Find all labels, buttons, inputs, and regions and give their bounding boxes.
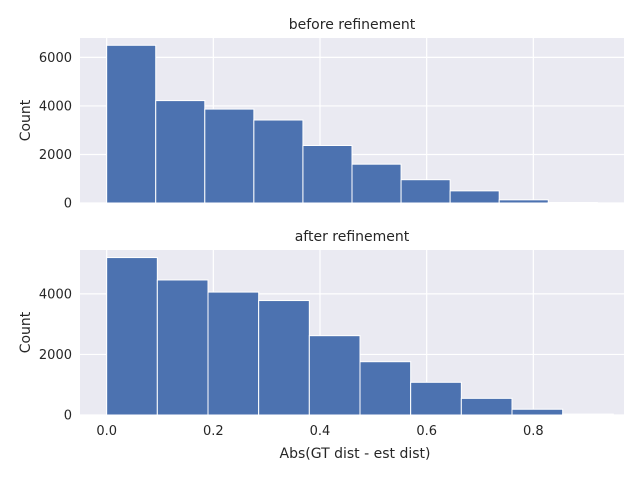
ytick-label-before-2: 4000 (39, 99, 72, 114)
bar-before-6 (400, 179, 451, 204)
axes-after-xlabel: Abs(GT dist - est dist) (280, 446, 431, 462)
bar-after-5 (359, 361, 412, 416)
bar-before-1 (155, 100, 206, 204)
axes-before-title: before refinement (289, 17, 416, 33)
xtick-label-after-4: 0.8 (523, 424, 544, 439)
bar-before-0 (106, 44, 157, 204)
xtick-label-after-2: 0.4 (310, 424, 331, 439)
bar-after-7 (460, 397, 513, 416)
axes-after-xticks: 0.0 0.2 0.4 0.6 0.8 (96, 424, 543, 439)
bar-before-3 (253, 119, 304, 204)
bar-after-9 (562, 413, 614, 416)
axes-after-ylabel: Count (18, 311, 34, 353)
bar-before-2 (204, 108, 255, 204)
bar-before-7 (449, 190, 500, 204)
axes-after-title: after refinement (295, 229, 410, 245)
bar-after-6 (410, 381, 462, 416)
bar-before-4 (302, 144, 353, 204)
ytick-label-before-0: 0 (64, 197, 72, 212)
xtick-label-after-1: 0.2 (203, 424, 224, 439)
axes-before-bars (106, 44, 598, 204)
xtick-label-after-0: 0.0 (96, 424, 117, 439)
bar-before-5 (351, 163, 402, 204)
ytick-label-after-0: 0 (64, 409, 72, 424)
axes-after-bars (106, 257, 614, 416)
axes-before-ylabel: Count (18, 99, 34, 141)
axes-before-yticks: 0 2000 4000 6000 (39, 51, 72, 212)
ytick-label-before-3: 6000 (39, 51, 72, 66)
xtick-label-after-3: 0.6 (416, 424, 437, 439)
ytick-label-after-2: 4000 (39, 287, 72, 302)
bar-before-8 (498, 199, 549, 204)
bar-after-3 (258, 300, 310, 416)
axes-after: 0 2000 4000 0.0 0.2 0.4 0.6 0.8 after refineme… (18, 229, 624, 462)
ytick-label-after-1: 2000 (39, 348, 72, 363)
bar-after-4 (308, 335, 361, 416)
bar-after-2 (207, 291, 260, 416)
bar-after-1 (156, 279, 209, 416)
bar-after-8 (511, 408, 564, 416)
axes-after-yticks: 0 2000 4000 (39, 287, 72, 423)
ytick-label-before-1: 2000 (39, 148, 72, 163)
bar-after-0 (106, 257, 158, 416)
axes-before: 0 2000 4000 6000 before refinement Count (18, 17, 624, 212)
